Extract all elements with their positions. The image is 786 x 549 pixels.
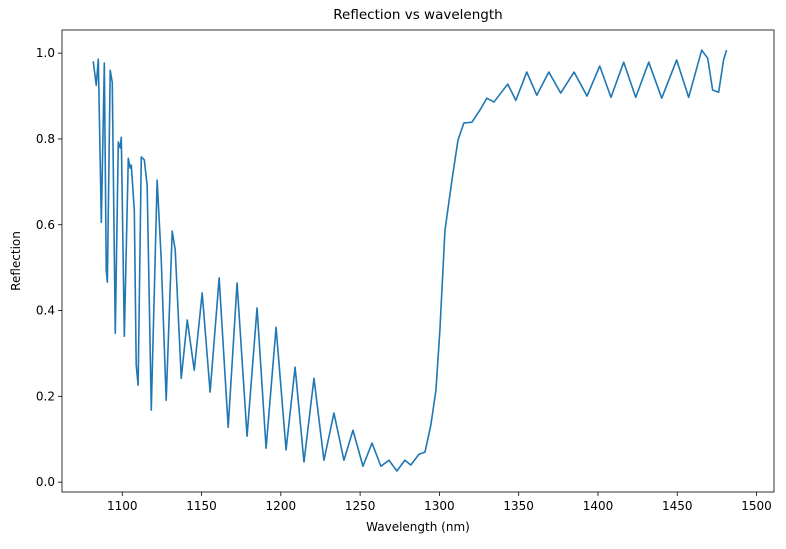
y-tick-label: 0.8 <box>36 132 55 146</box>
chart-title: Reflection vs wavelength <box>333 7 502 23</box>
x-axis-label: Wavelength (nm) <box>366 520 470 534</box>
x-tick-label: 1400 <box>583 499 614 513</box>
y-tick-label: 1.0 <box>36 46 55 60</box>
y-axis-label: Reflection <box>9 231 23 291</box>
x-tick-label: 1150 <box>186 499 217 513</box>
y-tick-label: 0.4 <box>36 304 55 318</box>
x-tick-label: 1250 <box>345 499 376 513</box>
x-tick-label: 1100 <box>107 499 138 513</box>
plot-frame <box>61 29 775 493</box>
y-tick-label: 0.0 <box>36 475 55 489</box>
y-tick-label: 0.6 <box>36 218 55 232</box>
x-tick-label: 1350 <box>503 499 534 513</box>
x-tick-label: 1500 <box>741 499 772 513</box>
x-tick-label: 1200 <box>266 499 297 513</box>
y-tick-label: 0.2 <box>36 389 55 403</box>
x-tick-label: 1300 <box>424 499 455 513</box>
data-line <box>92 49 728 472</box>
x-tick-label: 1450 <box>662 499 693 513</box>
